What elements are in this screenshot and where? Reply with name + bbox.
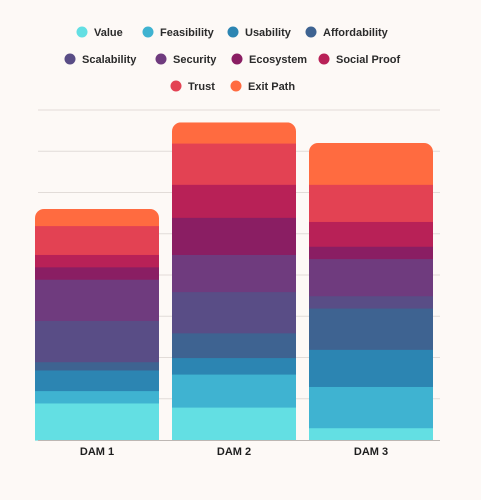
bar-dam-3 [309,143,433,441]
x-tick-label: DAM 3 [354,446,388,458]
x-tick-label: DAM 1 [80,446,114,458]
bar-segment-security-dam-3 [309,258,433,297]
bar-segment-social-proof-dam-1 [35,254,159,268]
bar-segment-scalability-dam-3 [309,295,433,309]
bar-segment-social-proof-dam-2 [172,184,296,218]
legend-item-value: Value [76,26,123,39]
legend: Value Feasibility Usability Affordability Sc… [64,26,401,93]
bar-segment-social-proof-dam-3 [309,221,433,247]
legend-item-usability: Usability [227,26,292,39]
bar-segment-trust-dam-1 [35,225,159,255]
legend-label: Trust [188,81,215,93]
bar-segment-ecosystem-dam-1 [35,266,159,280]
bar-segment-security-dam-2 [172,254,296,293]
legend-label: Security [173,54,217,66]
bar-segment-usability-dam-2 [172,357,296,375]
legend-label: Value [94,27,123,39]
bar-segment-value-dam-3 [309,427,433,441]
bar-segment-trust-dam-3 [309,184,433,222]
legend-label: Usability [245,27,292,39]
legend-label: Ecosystem [249,54,307,66]
legend-item-social-proof: Social Proof [318,53,401,66]
legend-label: Affordability [323,27,389,39]
bar-segment-trust-dam-2 [172,143,296,185]
bar-segment-usability-dam-1 [35,369,159,392]
bar-segment-usability-dam-3 [309,349,433,387]
legend-swatch [318,53,330,65]
bar-dam-1 [35,209,159,441]
legend-label: Social Proof [336,54,401,66]
legend-item-exit-path: Exit Path [230,80,295,93]
bar-segment-affordability-dam-1 [35,361,159,371]
legend-item-affordability: Affordability [305,26,389,39]
legend-swatch [76,26,88,38]
bar-segment-security-dam-1 [35,279,159,321]
bar-segment-affordability-dam-3 [309,308,433,350]
legend-item-security: Security [155,53,217,66]
legend-item-ecosystem: Ecosystem [231,53,307,66]
bar-segment-affordability-dam-2 [172,332,296,359]
legend-swatch [170,80,182,92]
legend-item-trust: Trust [170,80,215,93]
bar-segment-value-dam-2 [172,407,296,441]
x-tick-label: DAM 2 [217,446,251,458]
legend-swatch [64,53,76,65]
legend-swatch [155,53,167,65]
legend-swatch [230,80,242,92]
bar-segment-scalability-dam-2 [172,291,296,334]
legend-swatch [142,26,154,38]
bars [35,122,433,441]
bar-segment-ecosystem-dam-3 [309,246,433,260]
bar-segment-value-dam-1 [35,402,159,441]
bar-segment-exit-path-dam-3 [309,143,433,185]
legend-swatch [231,53,243,65]
bar-segment-feasibility-dam-1 [35,390,159,404]
legend-label: Feasibility [160,27,215,39]
bar-segment-scalability-dam-1 [35,320,159,363]
bar-segment-feasibility-dam-2 [172,374,296,408]
bar-segment-exit-path-dam-2 [172,122,296,144]
bar-dam-2 [172,122,296,441]
legend-label: Scalability [82,54,137,66]
legend-label: Exit Path [248,81,295,93]
bar-segment-ecosystem-dam-2 [172,217,296,255]
legend-item-feasibility: Feasibility [142,26,215,39]
bar-segment-exit-path-dam-1 [35,209,159,227]
legend-item-scalability: Scalability [64,53,137,66]
legend-swatch [227,26,239,38]
bar-segment-feasibility-dam-3 [309,386,433,429]
legend-swatch [305,26,317,38]
